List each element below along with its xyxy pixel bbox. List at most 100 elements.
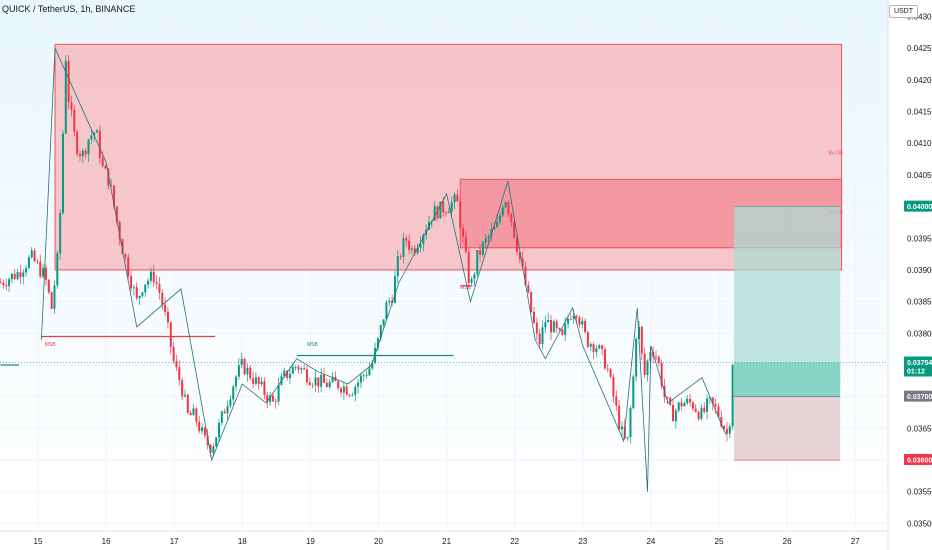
candle-body [720, 416, 723, 427]
candle-body [266, 395, 269, 402]
candle-body [64, 60, 67, 134]
candle-body [240, 358, 243, 366]
currency-badge[interactable]: USDT [888, 5, 918, 18]
candle-body [711, 397, 714, 404]
price-badge [904, 454, 932, 466]
candle-body [10, 273, 13, 280]
candle-body [379, 325, 382, 339]
candle-body [396, 256, 399, 277]
candle-body [132, 287, 135, 289]
time-tick-label: 17 [170, 537, 179, 546]
candle-body [479, 250, 482, 255]
candle-body [362, 375, 365, 377]
candle-body [118, 222, 121, 240]
candle-body [436, 206, 439, 219]
zones-layer: Bv-ObBv-Ob [54, 43, 843, 271]
time-tick-label: 16 [102, 537, 111, 546]
candle-body [714, 403, 717, 407]
candle-body [342, 386, 345, 393]
candle-body [209, 444, 212, 453]
candle-body [513, 221, 516, 238]
candle-body [476, 250, 479, 275]
supply-zone-label: Bv-Ob [829, 150, 843, 156]
candle-body [683, 403, 686, 407]
candle-body [439, 201, 442, 219]
candle-body [572, 315, 575, 320]
candle-body [317, 377, 320, 387]
candle-body [2, 282, 5, 286]
candle-body [558, 328, 561, 330]
candle-body [413, 248, 416, 254]
candle-body [419, 244, 422, 248]
candle-body [138, 295, 141, 299]
time-tick-label: 22 [510, 537, 519, 546]
candle-body [626, 436, 629, 439]
candle-body [459, 201, 462, 229]
candle-body [584, 320, 587, 332]
candle-body [76, 131, 79, 154]
candle-body [365, 375, 368, 376]
candle-body [629, 408, 632, 437]
candle-body [308, 382, 311, 385]
zigzag-line [41, 47, 727, 492]
candle-body [694, 408, 697, 412]
candle-body [689, 398, 692, 403]
candle-body [640, 326, 643, 354]
candle-body [243, 358, 246, 375]
candle-body [518, 252, 521, 259]
price-tick-label: 0.04250 [907, 44, 932, 53]
candle-body [547, 320, 550, 323]
candle-body [382, 319, 385, 326]
candle-body [271, 395, 274, 402]
candle-body [541, 327, 544, 345]
candle-body [498, 215, 501, 222]
candle-body [130, 276, 133, 289]
candle-body [235, 376, 238, 387]
candle-body [368, 368, 371, 376]
candle-body [229, 399, 232, 407]
candle-body [189, 412, 192, 416]
price-badge [904, 200, 932, 212]
candle-body [328, 381, 331, 388]
candle-body [141, 292, 144, 296]
candle-body [33, 250, 36, 262]
candle-body [538, 333, 541, 345]
candle-body [504, 202, 507, 208]
candle-body [215, 437, 218, 447]
candle-body [110, 185, 113, 187]
candle-body [320, 374, 323, 387]
candle-body [657, 357, 660, 364]
candle-body [447, 211, 450, 213]
candle-body [104, 166, 107, 169]
candle-body [27, 257, 30, 269]
candle-body [337, 381, 340, 389]
candle-body [612, 376, 615, 397]
candle-body [402, 238, 405, 257]
price-badge-sublabel: 01:12 [907, 368, 925, 375]
candle-body [686, 398, 689, 404]
price-badge-label: 0.03600 [907, 458, 932, 465]
candle-body [90, 135, 93, 140]
candle-body [223, 411, 226, 414]
candle-body [357, 382, 360, 387]
candle-body [354, 386, 357, 396]
candle-body [274, 401, 277, 403]
candle-body [254, 377, 257, 384]
price-badge [904, 356, 932, 377]
candle-body [260, 381, 263, 385]
candle-body [181, 380, 184, 397]
candle-body [98, 130, 101, 159]
candle-body [490, 229, 493, 236]
time-tick-label: 24 [646, 537, 655, 546]
candle-body [391, 300, 394, 303]
candle-body [78, 153, 81, 157]
price-badge-label: 0.03754 [907, 360, 932, 367]
time-tick-label: 19 [306, 537, 315, 546]
candle-body [147, 280, 150, 285]
candle-body [376, 338, 379, 348]
